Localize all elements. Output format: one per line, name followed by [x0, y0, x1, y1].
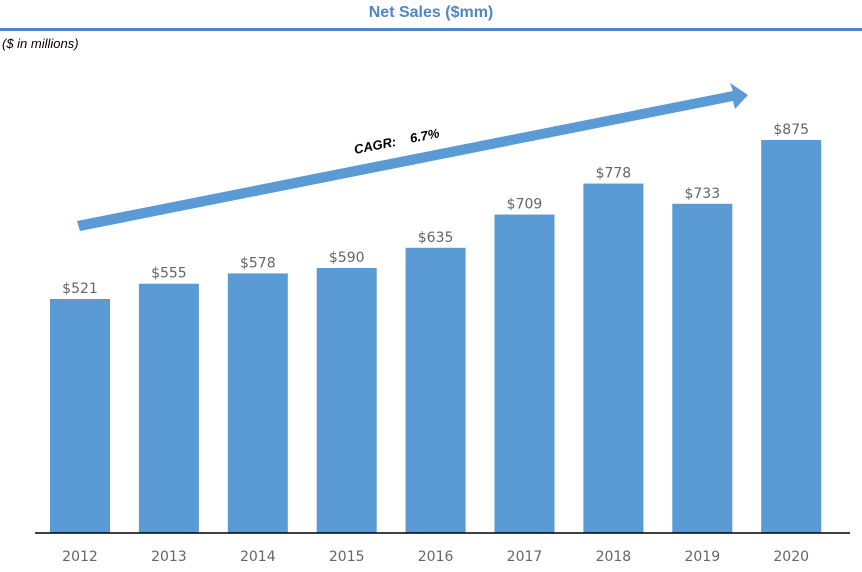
x-tick-label: 2012 [62, 549, 98, 565]
x-tick-label: 2014 [240, 549, 276, 565]
x-tick-label: 2017 [507, 549, 543, 565]
x-tick-label: 2015 [329, 549, 365, 565]
x-tick-label: 2020 [773, 549, 809, 565]
data-label: $578 [240, 255, 276, 271]
data-label: $635 [418, 230, 454, 246]
cagr-value: 6.7% [409, 125, 441, 146]
bar-2019 [672, 203, 733, 533]
x-tick-label: 2016 [418, 549, 454, 565]
bar-2016 [405, 247, 466, 533]
bar-2013 [138, 283, 199, 533]
data-label: $521 [62, 281, 98, 297]
data-label: $555 [151, 266, 187, 282]
bar-2015 [316, 268, 377, 533]
bar-2017 [494, 214, 555, 533]
bar-2012 [50, 298, 110, 533]
x-tick-label: 2019 [684, 549, 720, 565]
title-divider [0, 28, 862, 31]
cagr-label: CAGR: [353, 134, 398, 157]
data-label: $778 [596, 166, 632, 182]
x-tick-label: 2018 [596, 549, 632, 565]
bar-2020 [761, 140, 822, 533]
chart-title: Net Sales ($mm) [368, 4, 494, 21]
bar-2014 [227, 273, 288, 533]
data-label: $590 [329, 250, 365, 266]
data-label: $875 [773, 122, 809, 138]
data-label: $733 [684, 186, 720, 202]
x-tick-label: 2013 [151, 549, 187, 565]
bar-2018 [583, 183, 644, 533]
chart-subtitle: ($ in millions) [2, 36, 79, 51]
arrow-shape [77, 83, 748, 231]
cagr-arrow: CAGR: 6.7% [77, 83, 748, 231]
data-label: $709 [507, 197, 543, 213]
